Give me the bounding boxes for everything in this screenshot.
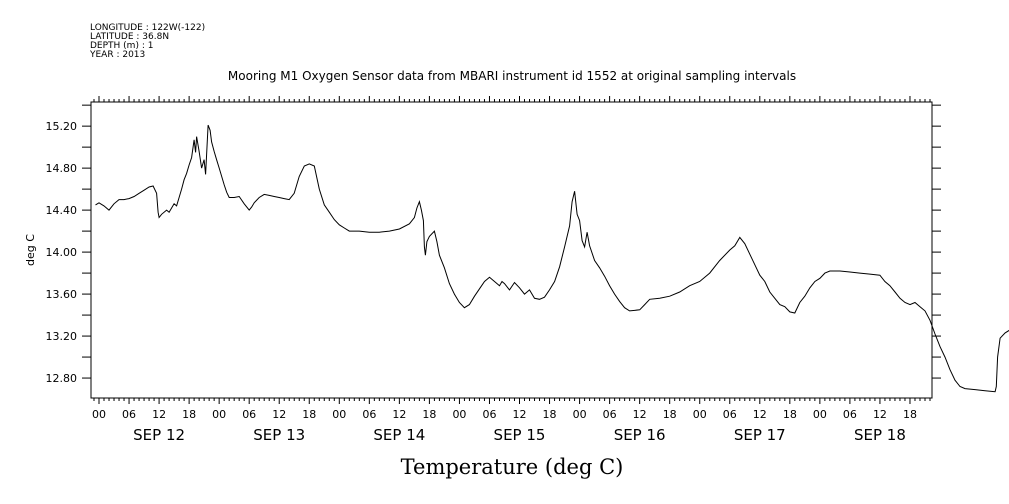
x-tick-label: 00: [452, 408, 466, 421]
x-tick-label: 12: [272, 408, 286, 421]
x-tick-label: 12: [152, 408, 166, 421]
x-tick-label: 00: [212, 408, 226, 421]
y-tick-label: 14.00: [46, 246, 78, 259]
header-latitude: LATITUDE : 36.8N: [90, 32, 169, 42]
x-tick-label: 00: [332, 408, 346, 421]
header-info: LONGITUDE : 122W(-122) LATITUDE : 36.8N …: [89, 23, 205, 60]
x-tick-label: 18: [663, 408, 677, 421]
x-tick-label: 12: [513, 408, 527, 421]
y-tick-label: 13.20: [46, 330, 78, 343]
y-axis-label: deg C: [24, 234, 37, 266]
x-tick-label: 18: [302, 408, 316, 421]
plot-frame: [90, 101, 933, 399]
y-tick-label: 14.40: [46, 204, 78, 217]
axes: 00 06 12 18 00 06 12 18 00 06 12 18 00 06 12 18 00 06 12 18…: [46, 96, 941, 444]
x-day-label: SEP 12: [133, 426, 185, 444]
header-depth: DEPTH (m) : 1: [90, 41, 153, 51]
x-day-label: SEP 18: [854, 426, 906, 444]
header-longitude: LONGITUDE : 122W(-122): [90, 23, 205, 33]
x-tick-label: 00: [693, 408, 707, 421]
x-tick-label: 18: [543, 408, 557, 421]
x-axis-label: Temperature (deg C): [401, 455, 624, 479]
x-tick-label: 06: [122, 408, 136, 421]
x-day-label: SEP 15: [494, 426, 546, 444]
x-tick-label: 12: [392, 408, 406, 421]
x-tick-label: 06: [242, 408, 256, 421]
y-tick-label: 13.60: [46, 288, 78, 301]
y-tick-label: 14.80: [46, 162, 78, 175]
y-tick-label: 15.20: [46, 120, 78, 133]
y-tick-label: 12.80: [46, 372, 78, 385]
header-year: YEAR : 2013: [89, 50, 145, 60]
x-tick-label: 00: [813, 408, 827, 421]
x-day-label: SEP 14: [373, 426, 425, 444]
series-line-temperature: [95, 124, 1009, 393]
x-tick-label: 06: [603, 408, 617, 421]
x-tick-label: 18: [182, 408, 196, 421]
x-tick-label: 12: [873, 408, 887, 421]
x-tick-label: 00: [573, 408, 587, 421]
chart-title: Mooring M1 Oxygen Sensor data from MBARI…: [228, 69, 796, 83]
x-tick-label: 18: [783, 408, 797, 421]
x-day-label: SEP 16: [614, 426, 666, 444]
x-day-label: SEP 17: [734, 426, 786, 444]
x-tick-label: 12: [633, 408, 647, 421]
x-tick-label: 12: [753, 408, 767, 421]
x-tick-label: 06: [362, 408, 376, 421]
x-tick-label: 06: [482, 408, 496, 421]
x-tick-label: 00: [92, 408, 106, 421]
x-tick-label: 18: [903, 408, 917, 421]
x-tick-label: 06: [723, 408, 737, 421]
x-tick-label: 06: [843, 408, 857, 421]
x-tick-label: 18: [422, 408, 436, 421]
x-day-label: SEP 13: [253, 426, 305, 444]
